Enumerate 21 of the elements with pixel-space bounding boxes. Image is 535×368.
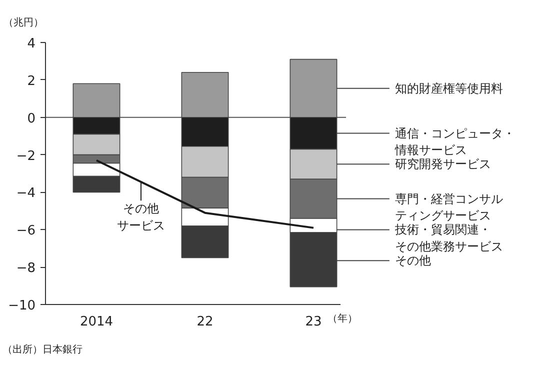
y-tick-label: −10: [8, 298, 36, 314]
y-tick-label: −8: [16, 261, 36, 276]
y-tick-label: −2: [16, 148, 36, 164]
series-label: その他サービス: [116, 202, 165, 232]
y-tick-label: 2: [27, 74, 36, 89]
y-tick-label: −4: [16, 186, 36, 202]
y-tick-label: 0: [27, 111, 36, 126]
x-tick-label: 23: [305, 314, 322, 330]
x-axis-title: （年）: [327, 312, 358, 325]
y-tick-label: 4: [27, 36, 36, 52]
text: （出所）日本銀行: [2, 344, 82, 356]
legend-label: 通信・コンピュータ・情報サービス: [394, 126, 515, 158]
x-tick-label: 2014: [80, 314, 114, 330]
y-tick-label: −6: [16, 224, 36, 239]
x-tick-label: 22: [196, 314, 214, 330]
legend-label: 研究開発サービス: [394, 157, 491, 172]
y-axis-title: （兆円）: [4, 16, 44, 28]
legend-label: その他: [394, 254, 431, 268]
legend-label: 専門・経営コンサルティングサービス: [394, 192, 503, 223]
legend-label: 技術・貿易関連・その他業務サービス: [394, 222, 503, 254]
legend-label: 知的財産権等使用料: [394, 81, 503, 96]
